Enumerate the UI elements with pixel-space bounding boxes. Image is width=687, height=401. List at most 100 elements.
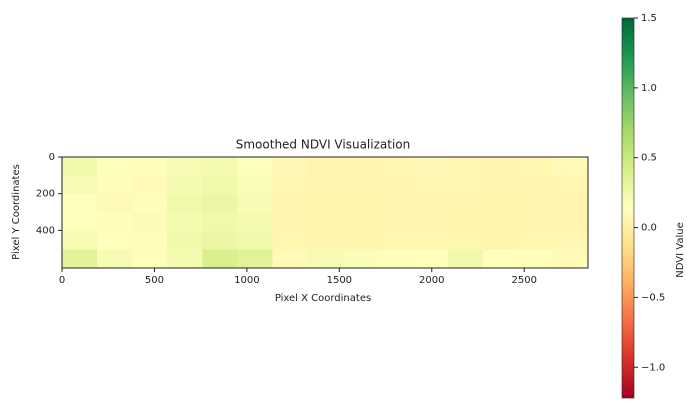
heatmap-cell <box>552 157 589 176</box>
heatmap-cell <box>237 212 273 232</box>
heatmap-cell <box>342 175 379 195</box>
heatmap-cell <box>517 212 554 232</box>
colorbar-tick-label: 1.0 <box>641 83 657 94</box>
heatmap-cell <box>482 212 519 232</box>
plot-frame <box>61 156 589 269</box>
heatmap-cell <box>412 231 449 250</box>
heatmap-cell <box>377 231 414 250</box>
chart-title: Smoothed NDVI Visualization <box>236 138 410 152</box>
heatmap-cell <box>447 157 484 176</box>
x-axis-label: Pixel X Coordinates <box>275 293 371 304</box>
colorbar-tick-label: 1.5 <box>641 13 657 24</box>
heatmap-cell <box>132 175 168 195</box>
heatmap-cell <box>447 249 484 269</box>
x-tick-label: 500 <box>145 275 164 286</box>
heatmap-cell <box>272 175 308 195</box>
heatmap-cell <box>202 157 238 176</box>
x-tick-label: 0 <box>59 275 65 286</box>
colorbar-label: NDVI Value <box>675 222 686 277</box>
heatmap-cell <box>97 157 133 176</box>
heatmap-cell <box>167 175 203 195</box>
heatmap-cell <box>412 194 449 213</box>
heatmap-cell <box>377 194 414 213</box>
heatmap-cell <box>517 249 554 269</box>
heatmap-cell <box>447 212 484 232</box>
heatmap-cell <box>167 157 203 176</box>
heatmap-cell <box>307 194 344 213</box>
heatmap-cell <box>342 157 379 176</box>
heatmap-cell <box>202 194 238 213</box>
heatmap-cell <box>482 175 519 195</box>
heatmap-cell <box>167 212 203 232</box>
heatmap-cell <box>132 194 168 213</box>
heatmap-cell <box>412 175 449 195</box>
heatmap-cell <box>552 212 589 232</box>
colorbar-tick-label: −0.5 <box>641 292 665 303</box>
heatmap-cell <box>307 175 344 195</box>
heatmap-cell <box>97 175 133 195</box>
heatmap-cell <box>377 249 414 269</box>
heatmap-cell <box>307 157 344 176</box>
heatmap-cell <box>62 212 98 232</box>
heatmap-cell <box>272 194 308 213</box>
heatmap-cell <box>482 231 519 250</box>
heatmap-cell <box>272 231 308 250</box>
heatmap-cell <box>447 231 484 250</box>
colorbar-tick-label: 0.0 <box>641 223 657 234</box>
heatmap-cell <box>307 231 344 250</box>
heatmap-cell <box>62 157 98 176</box>
heatmap-cell <box>132 212 168 232</box>
heatmap-cell <box>237 194 273 213</box>
y-tick-label: 0 <box>49 152 55 163</box>
colorbar <box>621 17 635 399</box>
heatmap-cell <box>167 194 203 213</box>
heatmap-cell <box>377 212 414 232</box>
heatmap-cell <box>62 175 98 195</box>
heatmap-cell <box>552 175 589 195</box>
heatmap-cell <box>482 157 519 176</box>
colorbar-tick-label: −1.0 <box>641 362 665 373</box>
x-tick-label: 1500 <box>327 275 352 286</box>
heatmap-cell <box>307 249 344 269</box>
heatmap-cell <box>132 157 168 176</box>
heatmap-cell <box>517 157 554 176</box>
heatmap-cell <box>272 157 308 176</box>
heatmap-cell <box>377 175 414 195</box>
heatmap-cell <box>517 194 554 213</box>
heatmap-cell <box>62 194 98 213</box>
heatmap-cell <box>342 249 379 269</box>
x-tick-label: 1000 <box>234 275 259 286</box>
heatmap-cell <box>272 212 308 232</box>
x-tick-label: 2000 <box>419 275 444 286</box>
heatmap-cell <box>482 194 519 213</box>
heatmap-cell <box>167 249 203 269</box>
y-axis-label: Pixel Y Coordinates <box>11 164 22 260</box>
heatmap-cell <box>237 231 273 250</box>
heatmap-cell <box>132 231 168 250</box>
heatmap-cell <box>517 231 554 250</box>
heatmap-cell <box>342 231 379 250</box>
heatmap-cell <box>517 175 554 195</box>
heatmap-cell <box>237 157 273 176</box>
heatmap-cell <box>202 231 238 250</box>
heatmap-cell <box>202 175 238 195</box>
heatmap-cell <box>377 157 414 176</box>
heatmap-cell <box>97 194 133 213</box>
heatmap-cell <box>167 231 203 250</box>
heatmap-cell <box>132 249 168 269</box>
heatmap-cell <box>552 194 589 213</box>
heatmap-cell <box>412 157 449 176</box>
heatmap-cell <box>412 212 449 232</box>
heatmap-cell <box>307 212 344 232</box>
heatmap-cell <box>62 231 98 250</box>
heatmap-cell <box>342 194 379 213</box>
colorbar-tick-label: 0.5 <box>641 153 657 164</box>
heatmap-cell <box>237 175 273 195</box>
heatmap-cell <box>97 249 133 269</box>
heatmap-cell <box>552 249 589 269</box>
y-tick-label: 200 <box>36 189 55 200</box>
heatmap-cell <box>202 249 238 269</box>
heatmap-cell <box>272 249 308 269</box>
heatmap-cell <box>342 212 379 232</box>
